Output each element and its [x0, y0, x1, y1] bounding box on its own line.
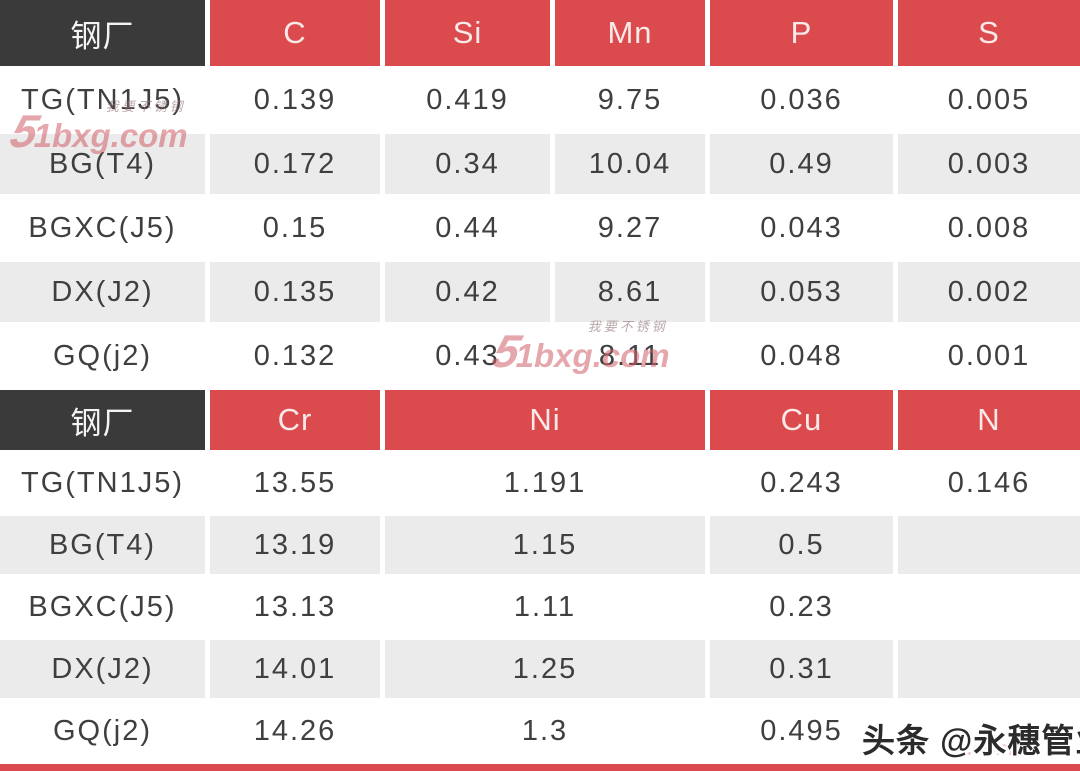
table1-value-cell: 9.75	[555, 70, 705, 130]
table1-header-mn: Mn	[555, 0, 705, 66]
table1-value-cell: 0.172	[210, 134, 380, 194]
table2-value-cell: 14.01	[210, 640, 380, 698]
table1-value-cell: 0.001	[898, 326, 1080, 386]
table1-value-cell: 0.15	[210, 198, 380, 258]
table2-header-cu: Cu	[710, 390, 893, 450]
table1-value-cell: 9.27	[555, 198, 705, 258]
table2-row-label: DX(J2)	[0, 640, 205, 698]
table1-header-p: P	[710, 0, 893, 66]
table1-value-cell: 0.053	[710, 262, 893, 322]
cropped-next-table-header	[0, 764, 1080, 771]
table1-header-c: C	[210, 0, 380, 66]
table1-value-cell: 0.49	[710, 134, 893, 194]
table1-value-cell: 0.008	[898, 198, 1080, 258]
composition-table-2: 钢厂 Cr Ni Cu N TG(TN1J5) 13.55 1.191 0.24…	[0, 390, 1080, 760]
table2-value-cell: 1.25	[385, 640, 705, 698]
table1-row-label: GQ(j2)	[0, 326, 205, 386]
table2-value-cell: 1.15	[385, 516, 705, 574]
table1-value-cell: 0.003	[898, 134, 1080, 194]
table1-row-label: TG(TN1J5)	[0, 70, 205, 130]
table2-value-cell: 14.26	[210, 702, 380, 760]
table2-value-cell: 0.5	[710, 516, 893, 574]
table1-value-cell: 0.048	[710, 326, 893, 386]
table2-row-label: GQ(j2)	[0, 702, 205, 760]
table1-value-cell: 0.34	[385, 134, 550, 194]
composition-table-1: 钢厂 C Si Mn P S TG(TN1J5) 0.139 0.419 9.7…	[0, 0, 1080, 386]
table1-value-cell: 0.132	[210, 326, 380, 386]
table1-value-cell: 0.419	[385, 70, 550, 130]
table2-header-ni: Ni	[385, 390, 705, 450]
table1-value-cell: 0.002	[898, 262, 1080, 322]
table2-value-cell: 1.11	[385, 578, 705, 636]
table2-row-label: TG(TN1J5)	[0, 454, 205, 512]
table1-value-cell: 0.43	[385, 326, 550, 386]
table1-value-cell: 10.04	[555, 134, 705, 194]
table2-value-cell: 0.146	[898, 454, 1080, 512]
table2-header-cr: Cr	[210, 390, 380, 450]
table1-value-cell: 0.139	[210, 70, 380, 130]
table2-value-cell: 13.13	[210, 578, 380, 636]
table1-value-cell: 0.043	[710, 198, 893, 258]
table2-row-label: BGXC(J5)	[0, 578, 205, 636]
table2-value-cell	[898, 640, 1080, 698]
table2-value-cell: 0.495	[710, 702, 893, 760]
table1-header-steel-mill: 钢厂	[0, 0, 205, 66]
table2-value-cell: 13.19	[210, 516, 380, 574]
table2-value-cell: 0.23	[710, 578, 893, 636]
table2-value-cell	[898, 702, 1080, 760]
table1-row-label: DX(J2)	[0, 262, 205, 322]
table2-value-cell: 1.191	[385, 454, 705, 512]
table1-header-s: S	[898, 0, 1080, 66]
table1-value-cell: 0.005	[898, 70, 1080, 130]
table2-value-cell	[898, 578, 1080, 636]
table1-row-label: BGXC(J5)	[0, 198, 205, 258]
table2-header-steel-mill: 钢厂	[0, 390, 205, 450]
table2-row-label: BG(T4)	[0, 516, 205, 574]
table2-value-cell: 1.3	[385, 702, 705, 760]
table1-value-cell: 0.44	[385, 198, 550, 258]
table2-value-cell	[898, 516, 1080, 574]
table1-row-label: BG(T4)	[0, 134, 205, 194]
table1-value-cell: 8.11	[555, 326, 705, 386]
table2-value-cell: 0.31	[710, 640, 893, 698]
table1-value-cell: 0.135	[210, 262, 380, 322]
table1-value-cell: 0.42	[385, 262, 550, 322]
table1-value-cell: 8.61	[555, 262, 705, 322]
table2-header-n: N	[898, 390, 1080, 450]
table2-value-cell: 13.55	[210, 454, 380, 512]
table2-value-cell: 0.243	[710, 454, 893, 512]
table1-header-si: Si	[385, 0, 550, 66]
table1-value-cell: 0.036	[710, 70, 893, 130]
